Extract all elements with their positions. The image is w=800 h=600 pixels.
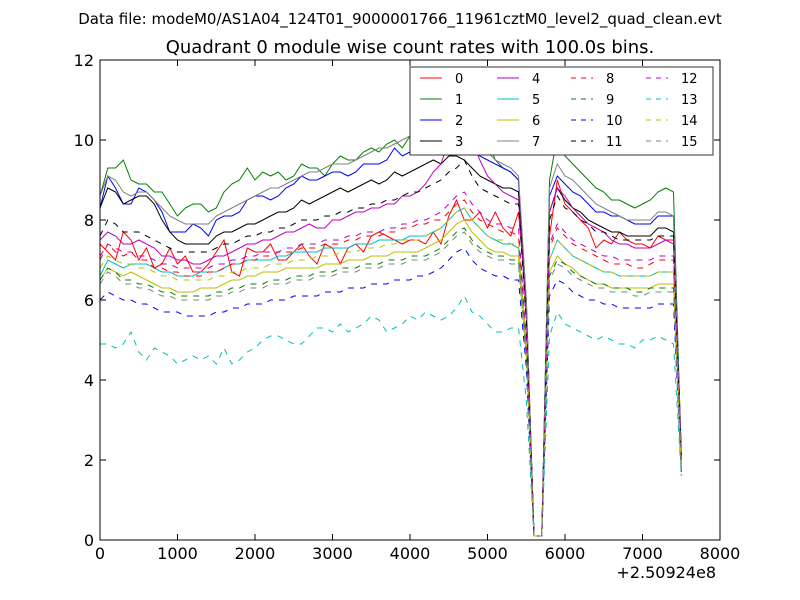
series-line-3 xyxy=(99,155,682,537)
series-line-4 xyxy=(99,114,682,537)
series-line-0 xyxy=(99,179,682,537)
series-line-13 xyxy=(100,294,682,537)
legend-label-0: 0 xyxy=(455,72,463,87)
legend-label-5: 5 xyxy=(532,93,540,108)
y-tick-label: 8 xyxy=(84,211,94,230)
legend-label-13: 13 xyxy=(681,93,698,108)
legend-label-8: 8 xyxy=(606,72,614,87)
series-line-1 xyxy=(99,78,682,537)
x-tick-label: 0 xyxy=(95,544,105,563)
legend-label-11: 11 xyxy=(606,135,623,150)
x-tick-label: 7000 xyxy=(622,544,663,563)
series-line-9 xyxy=(99,227,682,537)
series-line-12 xyxy=(99,191,682,537)
x-tick-label: 1000 xyxy=(157,544,198,563)
chart-suptitle: Data file: modeM0/AS1A04_124T01_90000017… xyxy=(78,10,722,29)
series-line-15 xyxy=(99,231,682,537)
legend-label-14: 14 xyxy=(681,114,698,129)
y-tick-label: 0 xyxy=(84,531,94,550)
legend-box xyxy=(409,66,714,156)
legend-label-10: 10 xyxy=(606,114,623,129)
x-tick-label: 4000 xyxy=(390,544,431,563)
series-layer xyxy=(99,78,682,537)
legend-label-4: 4 xyxy=(532,72,540,87)
x-tick-label: 8000 xyxy=(700,544,741,563)
x-tick-label: 6000 xyxy=(545,544,586,563)
y-tick-label: 10 xyxy=(74,131,94,150)
series-line-8 xyxy=(99,199,682,537)
legend-label-7: 7 xyxy=(532,135,540,150)
legend-label-1: 1 xyxy=(455,93,463,108)
x-tick-label: 2000 xyxy=(235,544,276,563)
series-line-14 xyxy=(99,207,682,537)
y-tick-label: 6 xyxy=(84,291,94,310)
legend-label-12: 12 xyxy=(681,72,698,87)
legend-label-9: 9 xyxy=(606,93,614,108)
legend-label-2: 2 xyxy=(455,114,463,129)
series-line-11 xyxy=(99,159,682,537)
legend-label-3: 3 xyxy=(455,135,463,150)
chart-title: Quadrant 0 module wise count rates with … xyxy=(166,37,655,58)
legend-label-15: 15 xyxy=(681,135,698,150)
series-line-5 xyxy=(99,207,682,537)
series-line-2 xyxy=(99,123,682,537)
x-tick-label: 3000 xyxy=(312,544,353,563)
x-tick-label: 5000 xyxy=(467,544,508,563)
y-tick-label: 4 xyxy=(84,371,94,390)
y-tick-label: 12 xyxy=(74,51,94,70)
y-tick-label: 2 xyxy=(84,451,94,470)
legend-label-6: 6 xyxy=(532,114,540,129)
x-axis: 0 1000 2000 3000 4000 5000 6000 7000 8000 xyxy=(95,60,740,563)
series-line-7 xyxy=(99,86,682,537)
x-offset-label: +2.50924e8 xyxy=(616,563,716,582)
